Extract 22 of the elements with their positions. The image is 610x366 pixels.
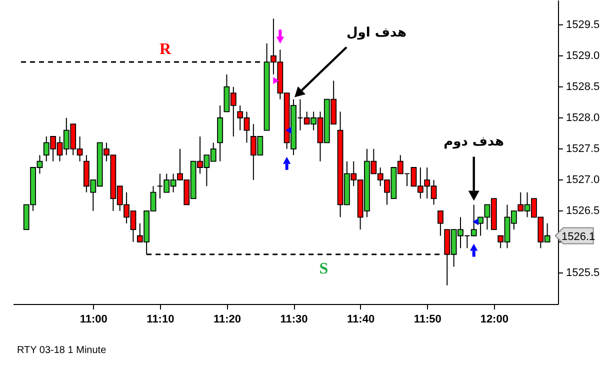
annotation: هدف دوم [444,134,504,150]
y-tick-label: 1528.0 [566,112,600,124]
y-tick-label: 1526.5 [566,204,600,217]
y-tick-label: 1527.5 [566,142,600,155]
annotation: 1526.1 [561,230,596,243]
y-tick-label: 1529.0 [566,50,600,62]
x-tick-label: 11:40 [347,314,375,326]
text: RTY 03-18 1 Minute [17,345,107,356]
x-tick-label: 11:10 [146,314,174,326]
annotation: هدف اول [346,25,406,40]
x-tick-label: 11:50 [414,314,442,326]
x-tick-label: 11:20 [213,314,241,326]
series-label: R [160,41,172,58]
y-tick-label: 1529.5 [566,18,600,31]
series-label: S [319,260,328,278]
x-tick-label: 12:00 [480,314,508,326]
candlestick [438,210,444,236]
y-tick-label: 1528.5 [566,80,600,93]
x-tick-label: 11:30 [280,314,308,326]
x-tick-label: 11:00 [80,314,108,326]
y-tick-label: 1525.5 [566,266,600,279]
y-tick-label: 1527.0 [566,174,600,186]
